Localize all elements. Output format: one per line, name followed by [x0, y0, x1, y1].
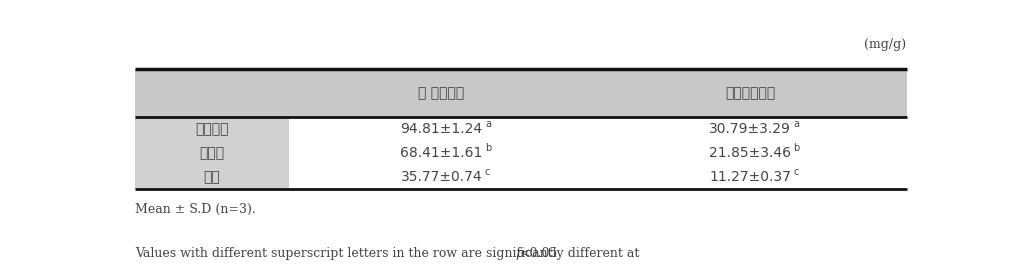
Text: (mg/g): (mg/g): [865, 38, 906, 51]
Text: 21.85±3.46: 21.85±3.46: [709, 146, 791, 160]
Text: <0.05: <0.05: [520, 247, 558, 260]
Text: Values with different superscript letters in the row are significantly different: Values with different superscript letter…: [135, 247, 643, 260]
Text: Mean ± S.D (n=3).: Mean ± S.D (n=3).: [135, 203, 256, 217]
Text: a: a: [485, 119, 491, 129]
Text: 백미: 백미: [203, 170, 220, 184]
Bar: [290, 141, 906, 165]
Text: 고령층: 고령층: [199, 146, 225, 160]
Text: 11.27±0.37: 11.27±0.37: [709, 170, 791, 184]
Text: 30.79±3.29: 30.79±3.29: [709, 122, 791, 136]
Text: 폴라보노이드: 폴라보노이드: [725, 86, 775, 100]
Bar: [135, 117, 290, 141]
Text: 68.41±1.61: 68.41±1.61: [400, 146, 483, 160]
Text: 청소년층: 청소년층: [195, 122, 229, 136]
Bar: [290, 165, 906, 189]
Text: b: b: [485, 143, 491, 153]
Text: b: b: [793, 143, 800, 153]
Bar: [135, 141, 290, 165]
Text: 94.81±1.24: 94.81±1.24: [400, 122, 483, 136]
Bar: [135, 69, 906, 117]
Text: a: a: [793, 119, 800, 129]
Bar: [290, 117, 906, 141]
Bar: [135, 165, 290, 189]
Text: c: c: [485, 167, 491, 177]
Text: 35.77±0.74: 35.77±0.74: [400, 170, 483, 184]
Text: c: c: [793, 167, 799, 177]
Text: p: p: [515, 247, 523, 260]
Text: 쳑 폴리페놀: 쳑 폴리페놀: [419, 86, 464, 100]
